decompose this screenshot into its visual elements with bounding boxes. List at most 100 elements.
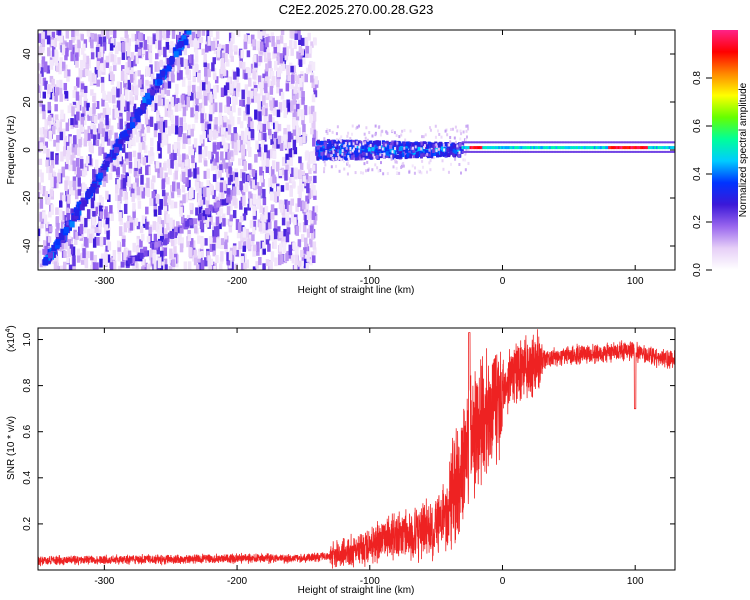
heatmap-cell <box>381 147 384 151</box>
heatmap-cell <box>555 150 558 153</box>
heatmap-cell <box>512 141 515 144</box>
heatmap-cell <box>277 135 282 145</box>
heatmap-cell <box>525 146 528 150</box>
heatmap-cell <box>215 196 219 204</box>
heatmap-cell <box>343 159 346 163</box>
heatmap-cell <box>278 243 283 252</box>
heatmap-cell <box>378 125 381 129</box>
heatmap-cell <box>312 184 316 193</box>
heatmap-cell <box>182 112 186 123</box>
heatmap-cell <box>195 98 199 105</box>
heatmap-cell <box>66 176 70 186</box>
heatmap-cell <box>215 181 219 192</box>
heatmap-cell <box>66 199 70 209</box>
heatmap-cell <box>176 182 181 192</box>
heatmap-cell <box>297 30 301 40</box>
heatmap-cell <box>211 103 215 114</box>
heatmap-cell <box>236 184 241 196</box>
heatmap-cell <box>252 226 256 235</box>
heatmap-cell <box>55 87 60 96</box>
heatmap-cell <box>69 147 73 158</box>
heatmap-cell <box>332 150 335 154</box>
heatmap-cell <box>448 143 451 147</box>
heatmap-cell <box>227 77 231 86</box>
heatmap-cell <box>293 40 297 49</box>
heatmap-cell <box>98 195 103 203</box>
heatmap-cell <box>571 146 574 150</box>
heatmap-cell <box>352 153 356 158</box>
heatmap-cell <box>249 90 254 99</box>
heatmap-cell <box>95 101 100 109</box>
heatmap-cell <box>608 150 611 153</box>
heatmap-cell <box>452 143 456 148</box>
heatmap-cell <box>435 143 438 147</box>
heatmap-cell <box>124 135 130 142</box>
heatmap-cell <box>320 151 324 156</box>
heatmap-cell <box>512 150 515 153</box>
heatmap-cell <box>490 150 493 153</box>
heatmap-cell <box>167 81 172 89</box>
heatmap-cell <box>112 260 117 270</box>
heatmap-cell <box>47 30 51 37</box>
heatmap-cell <box>307 153 312 165</box>
heatmap-cell <box>74 165 78 175</box>
heatmap-cell <box>212 236 217 243</box>
heatmap-cell <box>392 149 396 154</box>
heatmap-cell <box>474 146 477 150</box>
heatmap-cell <box>598 150 601 153</box>
heatmap-cell <box>536 146 539 150</box>
heatmap-cell <box>568 146 571 150</box>
heatmap-cell <box>161 259 165 270</box>
heatmap-cell <box>252 244 257 252</box>
heatmap-cell <box>38 228 41 237</box>
heatmap-cell <box>100 143 105 154</box>
heatmap-cell <box>212 266 216 270</box>
heatmap-cell <box>74 190 79 200</box>
heatmap-cell <box>370 142 374 147</box>
heatmap-cell <box>427 152 431 157</box>
heatmap-cell <box>306 162 311 170</box>
heatmap-cell <box>112 249 117 260</box>
heatmap-cell <box>549 146 552 150</box>
heatmap-x-tick-label: -300 <box>94 276 114 287</box>
heatmap-cell <box>400 143 404 148</box>
heatmap-cell <box>242 195 246 207</box>
heatmap-cell <box>344 141 347 145</box>
heatmap-cell <box>102 163 108 170</box>
heatmap-cell <box>59 234 65 241</box>
heatmap-cell <box>98 167 104 174</box>
heatmap-cell <box>357 124 360 128</box>
heatmap-cell <box>302 175 306 182</box>
heatmap-cell <box>466 141 469 144</box>
heatmap-cell <box>284 169 288 181</box>
heatmap-cell <box>319 155 323 160</box>
heatmap-cell <box>655 150 658 153</box>
heatmap-cell <box>588 146 592 150</box>
heatmap-cell <box>374 163 377 167</box>
heatmap-cell <box>55 228 59 237</box>
heatmap-cell <box>250 63 255 74</box>
heatmap-cell <box>305 45 309 54</box>
heatmap-cell <box>138 166 143 174</box>
heatmap-cell <box>330 165 333 169</box>
snr-x-tick-label: -100 <box>360 576 380 587</box>
heatmap-cell <box>469 141 472 144</box>
heatmap-cell <box>112 108 116 120</box>
heatmap-cell <box>209 215 213 226</box>
heatmap-cell <box>59 93 63 102</box>
heatmap-cell <box>223 180 227 191</box>
heatmap-cell <box>230 55 235 62</box>
heatmap-cell <box>595 150 598 153</box>
heatmap-cell <box>57 169 62 176</box>
heatmap-cell <box>485 146 488 150</box>
heatmap-cell <box>46 35 51 45</box>
heatmap-cell <box>221 213 226 221</box>
heatmap-cell <box>229 49 233 57</box>
heatmap-cell <box>274 139 278 149</box>
heatmap-cell <box>164 238 169 245</box>
heatmap-cell <box>504 141 507 144</box>
heatmap-cell <box>198 187 202 199</box>
heatmap-cell <box>624 146 627 150</box>
heatmap-cell <box>376 142 380 147</box>
heatmap-cell <box>40 137 44 144</box>
